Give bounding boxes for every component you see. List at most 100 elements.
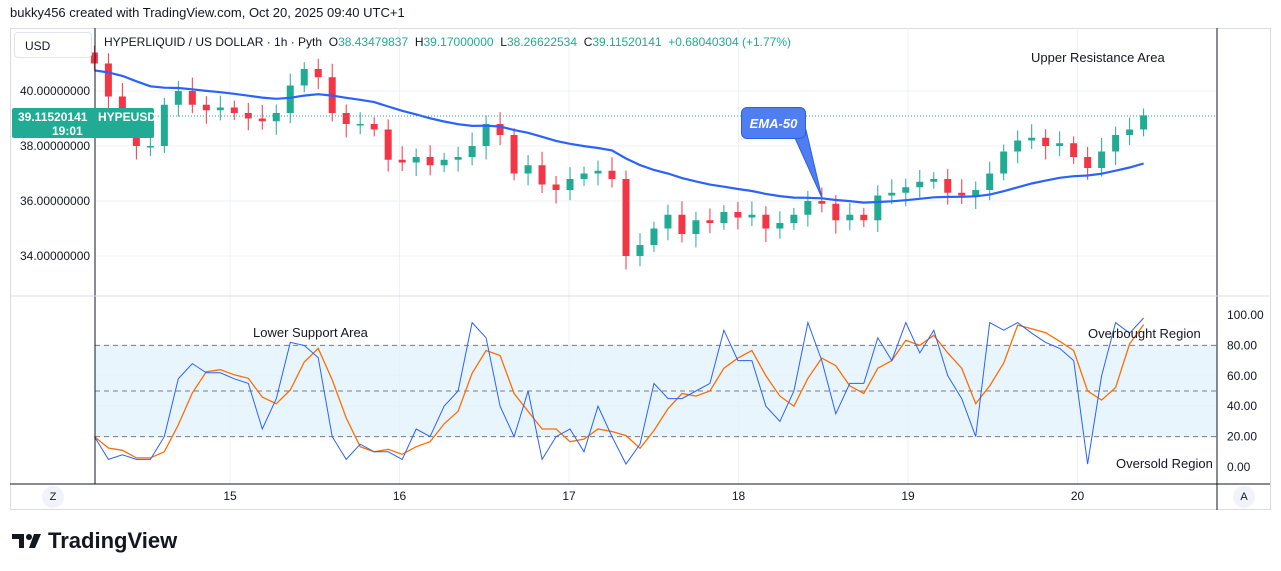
high-label: H xyxy=(414,35,424,49)
last-price: 39.11520141 xyxy=(18,110,88,124)
candle xyxy=(538,151,546,194)
candle xyxy=(776,211,784,239)
candle xyxy=(412,148,420,176)
stoch-k-line xyxy=(93,317,1144,465)
candle xyxy=(650,221,658,252)
candle xyxy=(160,97,168,153)
candle xyxy=(90,45,98,71)
time-tick-label: 15 xyxy=(223,489,237,503)
candle xyxy=(734,201,742,230)
candle xyxy=(258,105,266,130)
ema-50-callout: EMA-50 xyxy=(741,107,806,139)
candle xyxy=(552,175,560,204)
credit-text: bukky456 created with TradingView.com, O… xyxy=(10,5,405,20)
stoch-d-line xyxy=(93,324,1145,459)
change-value: +0.68040304 (+1.77%) xyxy=(668,35,791,49)
candle xyxy=(1070,136,1078,164)
candle xyxy=(440,152,448,173)
candle xyxy=(1056,131,1064,157)
candle xyxy=(832,195,840,234)
candle xyxy=(608,157,616,188)
time-tick-label: 17 xyxy=(562,489,576,503)
candle xyxy=(804,190,812,227)
candle xyxy=(678,201,686,243)
candle xyxy=(1084,146,1092,180)
candle xyxy=(524,155,532,186)
candle xyxy=(1042,129,1050,160)
stoch-tick-label: 0.00 xyxy=(1227,460,1251,474)
close-value: 39.11520141 xyxy=(592,35,662,49)
candle xyxy=(356,112,364,135)
price-tick-label: 38.00000000 xyxy=(20,139,90,153)
candle xyxy=(244,102,252,131)
candle xyxy=(874,185,882,233)
candle xyxy=(958,179,966,205)
auto-scale-button[interactable]: A xyxy=(1233,486,1255,508)
candle xyxy=(454,146,462,172)
candle xyxy=(916,169,924,198)
ema-callout-pointer xyxy=(794,129,823,199)
candle xyxy=(692,211,700,248)
candle xyxy=(496,112,504,146)
overbought-label: Overbought Region xyxy=(1088,326,1201,341)
candle xyxy=(1000,144,1008,181)
candle xyxy=(636,233,644,267)
candle xyxy=(706,208,714,234)
candle xyxy=(1028,124,1036,150)
candle xyxy=(846,202,854,231)
candle xyxy=(818,187,826,213)
currency-button[interactable]: USD xyxy=(14,32,92,58)
tradingview-logo-icon xyxy=(12,534,41,548)
last-price-tag: 39.11520141 19:01 HYPEUSD xyxy=(12,108,157,138)
candle xyxy=(370,117,378,137)
candle xyxy=(902,178,910,207)
candle xyxy=(314,58,322,90)
candle xyxy=(202,96,210,124)
candle xyxy=(944,168,952,205)
candle xyxy=(188,77,196,114)
open-value: 38.43479837 xyxy=(338,35,409,49)
candle xyxy=(398,146,406,172)
candle xyxy=(566,167,574,201)
upper-resistance-label: Upper Resistance Area xyxy=(1031,50,1165,65)
candle xyxy=(384,119,392,172)
candle xyxy=(762,206,770,242)
candle xyxy=(580,166,588,186)
close-label: C xyxy=(583,35,593,49)
timezone-z-button[interactable]: Z xyxy=(42,486,64,508)
candle xyxy=(1014,130,1022,164)
candle xyxy=(300,62,308,93)
candle xyxy=(1098,138,1106,177)
candle xyxy=(230,100,238,120)
open-label: O xyxy=(328,35,339,49)
chart-frame xyxy=(10,28,1271,510)
candle xyxy=(888,179,896,205)
ticker-label: HYPEUSD xyxy=(98,110,157,124)
time-tick-label: 19 xyxy=(901,489,915,503)
stoch-tick-label: 100.00 xyxy=(1227,308,1264,322)
stoch-tick-label: 20.00 xyxy=(1227,430,1257,444)
candle xyxy=(1140,108,1148,137)
ema-50-line xyxy=(94,69,1144,204)
stoch-tick-label: 60.00 xyxy=(1227,369,1257,383)
candle xyxy=(790,207,798,230)
oversold-label: Oversold Region xyxy=(1116,456,1213,471)
price-tick-label: 34.00000000 xyxy=(20,249,90,263)
candle xyxy=(664,204,672,241)
candle xyxy=(328,63,336,122)
candle xyxy=(342,104,350,138)
candle xyxy=(720,205,728,230)
ohlc-legend: HYPERLIQUID / US DOLLAR · 1h · Pyth O38.… xyxy=(104,35,791,49)
high-value: 39.17000000 xyxy=(423,35,494,49)
low-label: L xyxy=(500,35,507,49)
candle xyxy=(426,145,434,176)
candle xyxy=(594,160,602,186)
candle xyxy=(272,104,280,135)
candle xyxy=(104,53,112,109)
stoch-tick-label: 40.00 xyxy=(1227,399,1257,413)
candle xyxy=(1126,117,1134,146)
candles xyxy=(90,45,1148,270)
tradingview-logo: TradingView xyxy=(12,528,177,554)
candle xyxy=(510,128,518,181)
